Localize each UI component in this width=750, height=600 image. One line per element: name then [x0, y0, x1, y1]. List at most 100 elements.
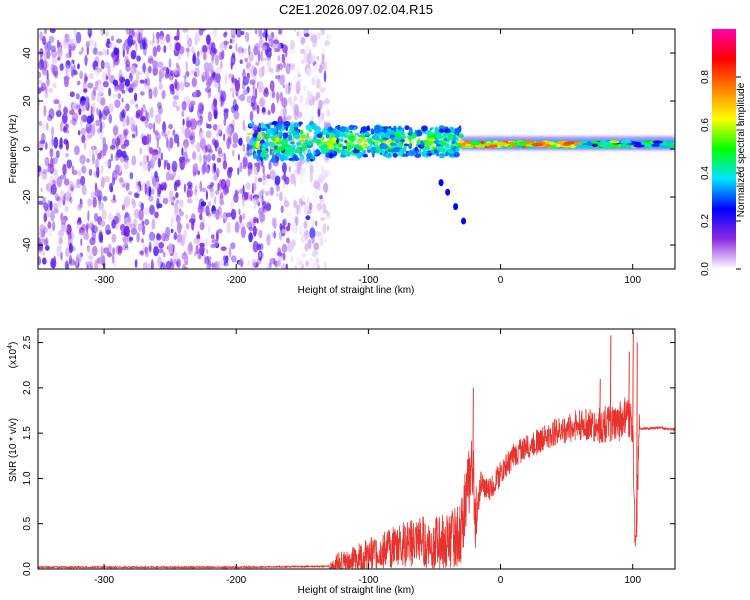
heatmap-cell [249, 79, 256, 85]
heatmap-cell [105, 75, 109, 80]
heatmap-cell [196, 50, 200, 58]
heatmap-cell [246, 152, 254, 156]
heatmap-cell [185, 47, 190, 53]
heatmap-cell [296, 256, 301, 267]
heatmap-cell [267, 109, 271, 116]
heatmap-cell [91, 145, 95, 155]
heatmap-cell [308, 202, 313, 211]
heatmap-cell [266, 174, 271, 180]
heatmap-cell [148, 88, 153, 100]
heatmap-cell [233, 110, 240, 120]
heatmap-cell [208, 148, 213, 154]
heatmap-cell [271, 217, 276, 227]
heatmap-cell [53, 168, 58, 177]
heatmap-cell [80, 100, 87, 112]
heatmap-cell [142, 103, 146, 113]
heatmap-cell [95, 146, 98, 156]
heatmap-cell [239, 214, 243, 224]
heatmap-cell [390, 136, 395, 141]
heatmap-cell [433, 149, 438, 154]
heatmap-cell [360, 126, 368, 133]
heatmap-cell [229, 39, 233, 44]
heatmap-cell [66, 159, 73, 169]
heatmap-cell [395, 142, 399, 146]
heatmap-cell [259, 97, 266, 108]
heatmap-cell [125, 182, 130, 192]
heatmap-cell [77, 63, 80, 70]
heatmap-cell [438, 152, 446, 159]
heatmap-cell [296, 141, 302, 146]
heatmap-cell [179, 81, 185, 91]
heatmap-cell [44, 41, 48, 51]
heatmap-cell [87, 29, 93, 37]
heatmap-cell [113, 215, 119, 225]
heatmap-cell [264, 153, 269, 160]
heatmap-cell [47, 40, 52, 51]
heatmap-cell [298, 138, 303, 142]
heatmap-cell [113, 126, 118, 137]
heatmap-cell [262, 200, 267, 210]
heatmap-cell [80, 127, 87, 136]
heatmap-cell [186, 120, 192, 128]
heatmap-cell [181, 110, 185, 118]
heatmap-cell [273, 230, 277, 239]
heatmap-cell [130, 227, 138, 236]
heatmap-cell [400, 139, 406, 142]
heatmap-cell [59, 137, 63, 148]
heatmap-cell [260, 50, 263, 62]
heatmap-cell [326, 225, 330, 232]
heatmap-cell [354, 132, 360, 136]
heatmap-cell [91, 106, 95, 116]
heatmap-cell [147, 57, 154, 64]
heatmap-cell [300, 134, 308, 139]
heatmap-cell [175, 199, 180, 204]
heatmap-cell [210, 243, 217, 249]
heatmap-cell [184, 82, 191, 88]
heatmap-cell [323, 70, 327, 83]
heatmap-cell [438, 179, 444, 187]
heatmap-cell [619, 140, 632, 144]
heatmap-cell [370, 128, 375, 135]
heatmap-cell [42, 66, 47, 76]
heatmap-cell [226, 222, 231, 234]
heatmap-cell [172, 258, 177, 265]
colorbar-ticks: 0.0 0.2 0.4 0.6 0.8 [700, 70, 741, 276]
heatmap-cell [207, 76, 213, 86]
heatmap-cell [114, 137, 121, 147]
heatmap-cell [127, 213, 131, 223]
heatmap-cell [156, 44, 161, 53]
heatmap-cell [116, 38, 123, 44]
heatmap-cell [96, 93, 102, 103]
heatmap-cell [219, 42, 224, 50]
heatmap-cell [136, 232, 140, 243]
heatmap-cell [117, 249, 122, 256]
heatmap-cell [269, 80, 275, 92]
heatmap-cell [48, 108, 55, 120]
heatmap-cell [162, 121, 167, 133]
heatmap-cell [51, 260, 55, 268]
heatmap-cell [118, 177, 124, 183]
heatmap-cell [160, 152, 163, 161]
heatmap-cell [323, 60, 328, 73]
heatmap-cell [266, 58, 272, 68]
heatmap-cell [102, 195, 108, 202]
heatmap-cell [50, 157, 53, 168]
heatmap-cell [170, 217, 173, 228]
heatmap-cell [260, 140, 265, 144]
heatmap-cell [51, 126, 55, 137]
heatmap-cell [234, 79, 241, 92]
heatmap-cell [277, 55, 281, 62]
heatmap-cell [253, 163, 260, 176]
heatmap-cell [183, 253, 189, 266]
heatmap-cell [47, 77, 50, 86]
heatmap-cell [250, 65, 257, 77]
heatmap-cell [165, 33, 171, 44]
heatmap-cell [331, 137, 337, 142]
heatmap-cell [290, 141, 295, 145]
heatmap-cell [282, 107, 287, 117]
heatmap-cell [142, 224, 146, 236]
heatmap-cell [216, 167, 220, 178]
heatmap-cell [438, 128, 445, 133]
heatmap-cell [140, 202, 145, 211]
heatmap-cell [89, 149, 92, 158]
